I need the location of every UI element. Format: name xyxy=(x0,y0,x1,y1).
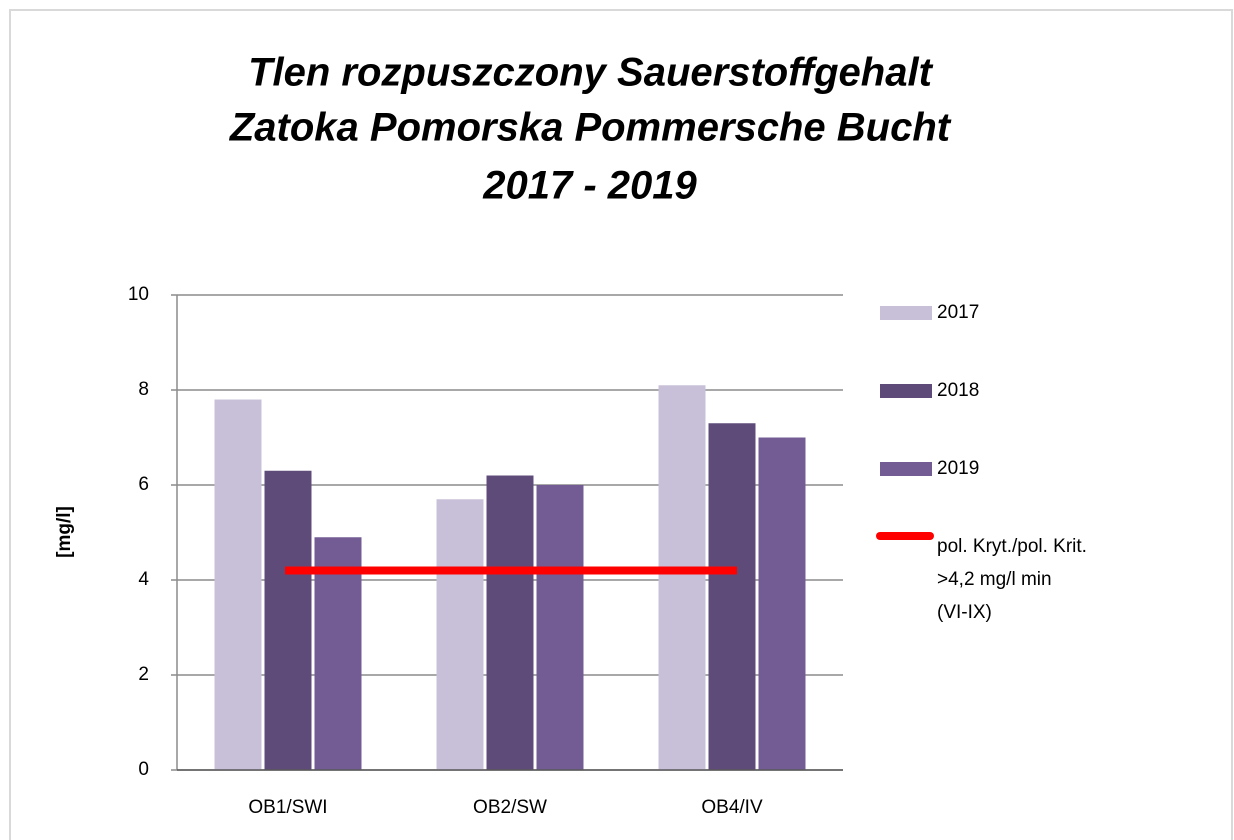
legend-label: 2018 xyxy=(937,380,979,401)
x-tick-label: OB1/SWI xyxy=(248,797,327,818)
y-tick-label: 0 xyxy=(138,759,149,780)
bar xyxy=(658,385,706,770)
chart-title: Tlen rozpuszczony Sauerstoffgehalt xyxy=(248,51,933,95)
bar xyxy=(264,470,312,770)
bar xyxy=(708,423,756,770)
y-tick-label: 2 xyxy=(138,664,149,685)
bar xyxy=(758,437,806,770)
x-tick-label: OB2/SW xyxy=(473,797,547,818)
bar xyxy=(486,475,534,770)
chart-title: 2017 - 2019 xyxy=(482,164,697,208)
y-axis-label: [mg/l] xyxy=(54,506,75,558)
y-tick-label: 6 xyxy=(138,474,149,495)
bar xyxy=(436,499,484,770)
y-tick-label: 4 xyxy=(138,569,149,590)
legend-label: 2017 xyxy=(937,302,979,323)
chart-border xyxy=(9,9,1233,840)
bar xyxy=(536,485,584,770)
legend-swatch xyxy=(880,462,932,476)
legend-label: pol. Kryt./pol. Krit. >4,2 mg/l min (VI-… xyxy=(937,536,1087,623)
bar xyxy=(314,537,362,770)
y-tick-label: 8 xyxy=(138,379,149,400)
bar xyxy=(214,399,262,770)
y-tick-label: 10 xyxy=(128,284,149,305)
chart-title: Zatoka Pomorska Pommersche Bucht xyxy=(229,106,952,150)
legend-swatch xyxy=(880,306,932,320)
legend-swatch xyxy=(880,384,932,398)
x-tick-label: OB4/IV xyxy=(701,797,763,818)
legend-label: 2019 xyxy=(937,458,979,479)
